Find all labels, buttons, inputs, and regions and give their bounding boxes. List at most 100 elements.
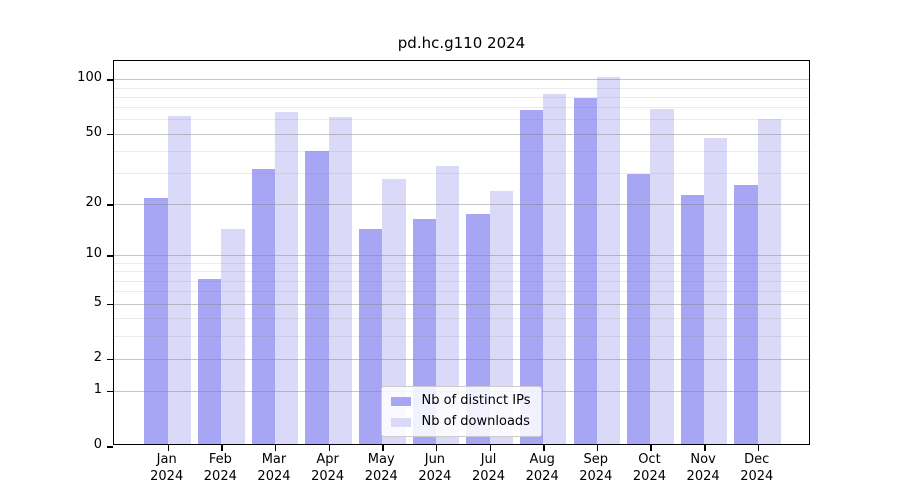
minor-gridline-60 [114,119,809,121]
x-tick-label-jun: Jun 2024 [404,451,466,485]
legend-entry-downloads: Nb of downloads [390,413,531,431]
legend-label-distinct-ips: Nb of distinct IPs [421,393,531,408]
bar-oct-downloads [650,108,674,444]
bar-oct-distinct-ips [627,173,651,444]
y-tick-label-20: 20 [85,195,102,210]
x-tick-jun [435,445,438,451]
x-tick-jan [167,445,170,451]
bar-feb-downloads [221,228,245,444]
x-tick-mar [274,445,277,451]
x-tick-nov [704,445,706,451]
bar-mar-downloads [274,112,299,444]
y-tick-50 [107,133,113,135]
x-tick-label-sep: Sep 2024 [565,451,627,485]
y-tick-5 [107,303,113,306]
x-tick-label-mar: Mar 2024 [243,451,305,485]
x-label-month: Jul [480,452,497,467]
bar-aug-downloads [543,93,567,444]
x-label-year: 2024 [418,469,452,484]
x-label-month: Aug [529,452,555,467]
bar-aug-distinct-ips [519,109,544,444]
y-tick-label-50: 50 [85,124,102,140]
x-label-year: 2024 [311,469,345,484]
x-label-month: Jan [156,452,177,467]
y-tick-20 [107,204,113,206]
bar-may-distinct-ips [358,228,383,444]
x-tick-label-jul: Jul 2024 [458,451,520,485]
x-tick-feb [221,445,223,451]
major-gridline-5 [114,303,809,305]
x-tick-label-apr: Apr 2024 [297,451,359,485]
minor-gridline-30 [114,173,809,175]
bar-may-downloads [382,179,406,444]
x-label-month: Nov [690,452,716,467]
y-tick-0 [107,446,113,448]
x-label-year: 2024 [150,469,184,484]
x-tick-label-aug: Aug 2024 [511,451,573,485]
y-tick-label-5: 5 [93,294,102,310]
y-tick-label-100: 100 [77,70,102,86]
x-tick-jul [489,445,492,451]
x-label-year: 2024 [525,469,559,484]
major-gridline-50 [114,133,809,135]
minor-gridline-90 [114,87,809,89]
bar-apr-downloads [328,117,352,444]
bar-jun-downloads [435,166,460,444]
legend: Nb of distinct IPs Nb of downloads [380,386,543,437]
x-label-month: Sep [583,452,609,467]
bar-dec-distinct-ips [734,185,758,444]
x-label-month: Feb [208,452,232,467]
x-label-year: 2024 [471,469,506,484]
x-label-year: 2024 [257,469,291,484]
bar-sep-distinct-ips [573,97,597,444]
x-label-year: 2024 [579,469,613,484]
major-gridline-20 [114,204,809,205]
x-label-year: 2024 [632,469,666,484]
y-tick-label-2: 2 [93,349,102,365]
minor-gridline-40 [114,150,809,152]
y-tick-1 [107,390,113,393]
legend-swatch-distinct-ips [390,396,411,406]
x-tick-label-dec: Dec 2024 [726,451,788,485]
x-label-month: Oct [638,452,661,467]
y-tick-2 [107,358,113,361]
bar-feb-distinct-ips [198,278,222,444]
bar-nov-downloads [704,138,728,444]
x-tick-dec [757,445,760,451]
x-tick-may [382,445,384,451]
y-tick-label-10: 10 [85,246,102,262]
x-label-month: Apr [316,452,339,467]
bar-nov-distinct-ips [680,194,705,444]
x-label-year: 2024 [686,469,720,484]
major-gridline-100 [114,79,809,81]
x-label-month: Mar [261,452,287,467]
y-tick-label-1: 1 [93,381,102,397]
legend-entry-distinct-ips: Nb of distinct IPs [390,392,531,410]
bar-apr-distinct-ips [305,150,329,444]
bar-jan-downloads [167,116,191,444]
x-tick-apr [328,445,331,451]
x-tick-label-oct: Oct 2024 [618,451,680,485]
bar-dec-downloads [757,118,782,444]
x-label-year: 2024 [364,469,398,484]
x-tick-aug [543,445,545,451]
x-tick-label-nov: Nov 2024 [672,451,734,485]
minor-gridline-4 [114,318,809,320]
bar-jan-distinct-ips [144,198,168,444]
y-tick-label-0: 0 [93,437,102,452]
minor-gridline-6 [114,291,809,293]
x-label-year: 2024 [203,469,237,484]
minor-gridline-70 [114,107,809,109]
major-gridline-2 [114,358,809,360]
y-tick-100 [107,79,113,81]
legend-label-downloads: Nb of downloads [421,414,530,429]
legend-swatch-downloads [390,417,411,427]
x-label-month: Jun [424,452,446,467]
minor-gridline-80 [114,96,809,98]
major-gridline-10 [114,255,809,257]
minor-gridline-7 [114,280,809,282]
x-label-month: Dec [744,452,770,467]
minor-gridline-9 [114,263,809,264]
x-tick-sep [596,445,599,451]
